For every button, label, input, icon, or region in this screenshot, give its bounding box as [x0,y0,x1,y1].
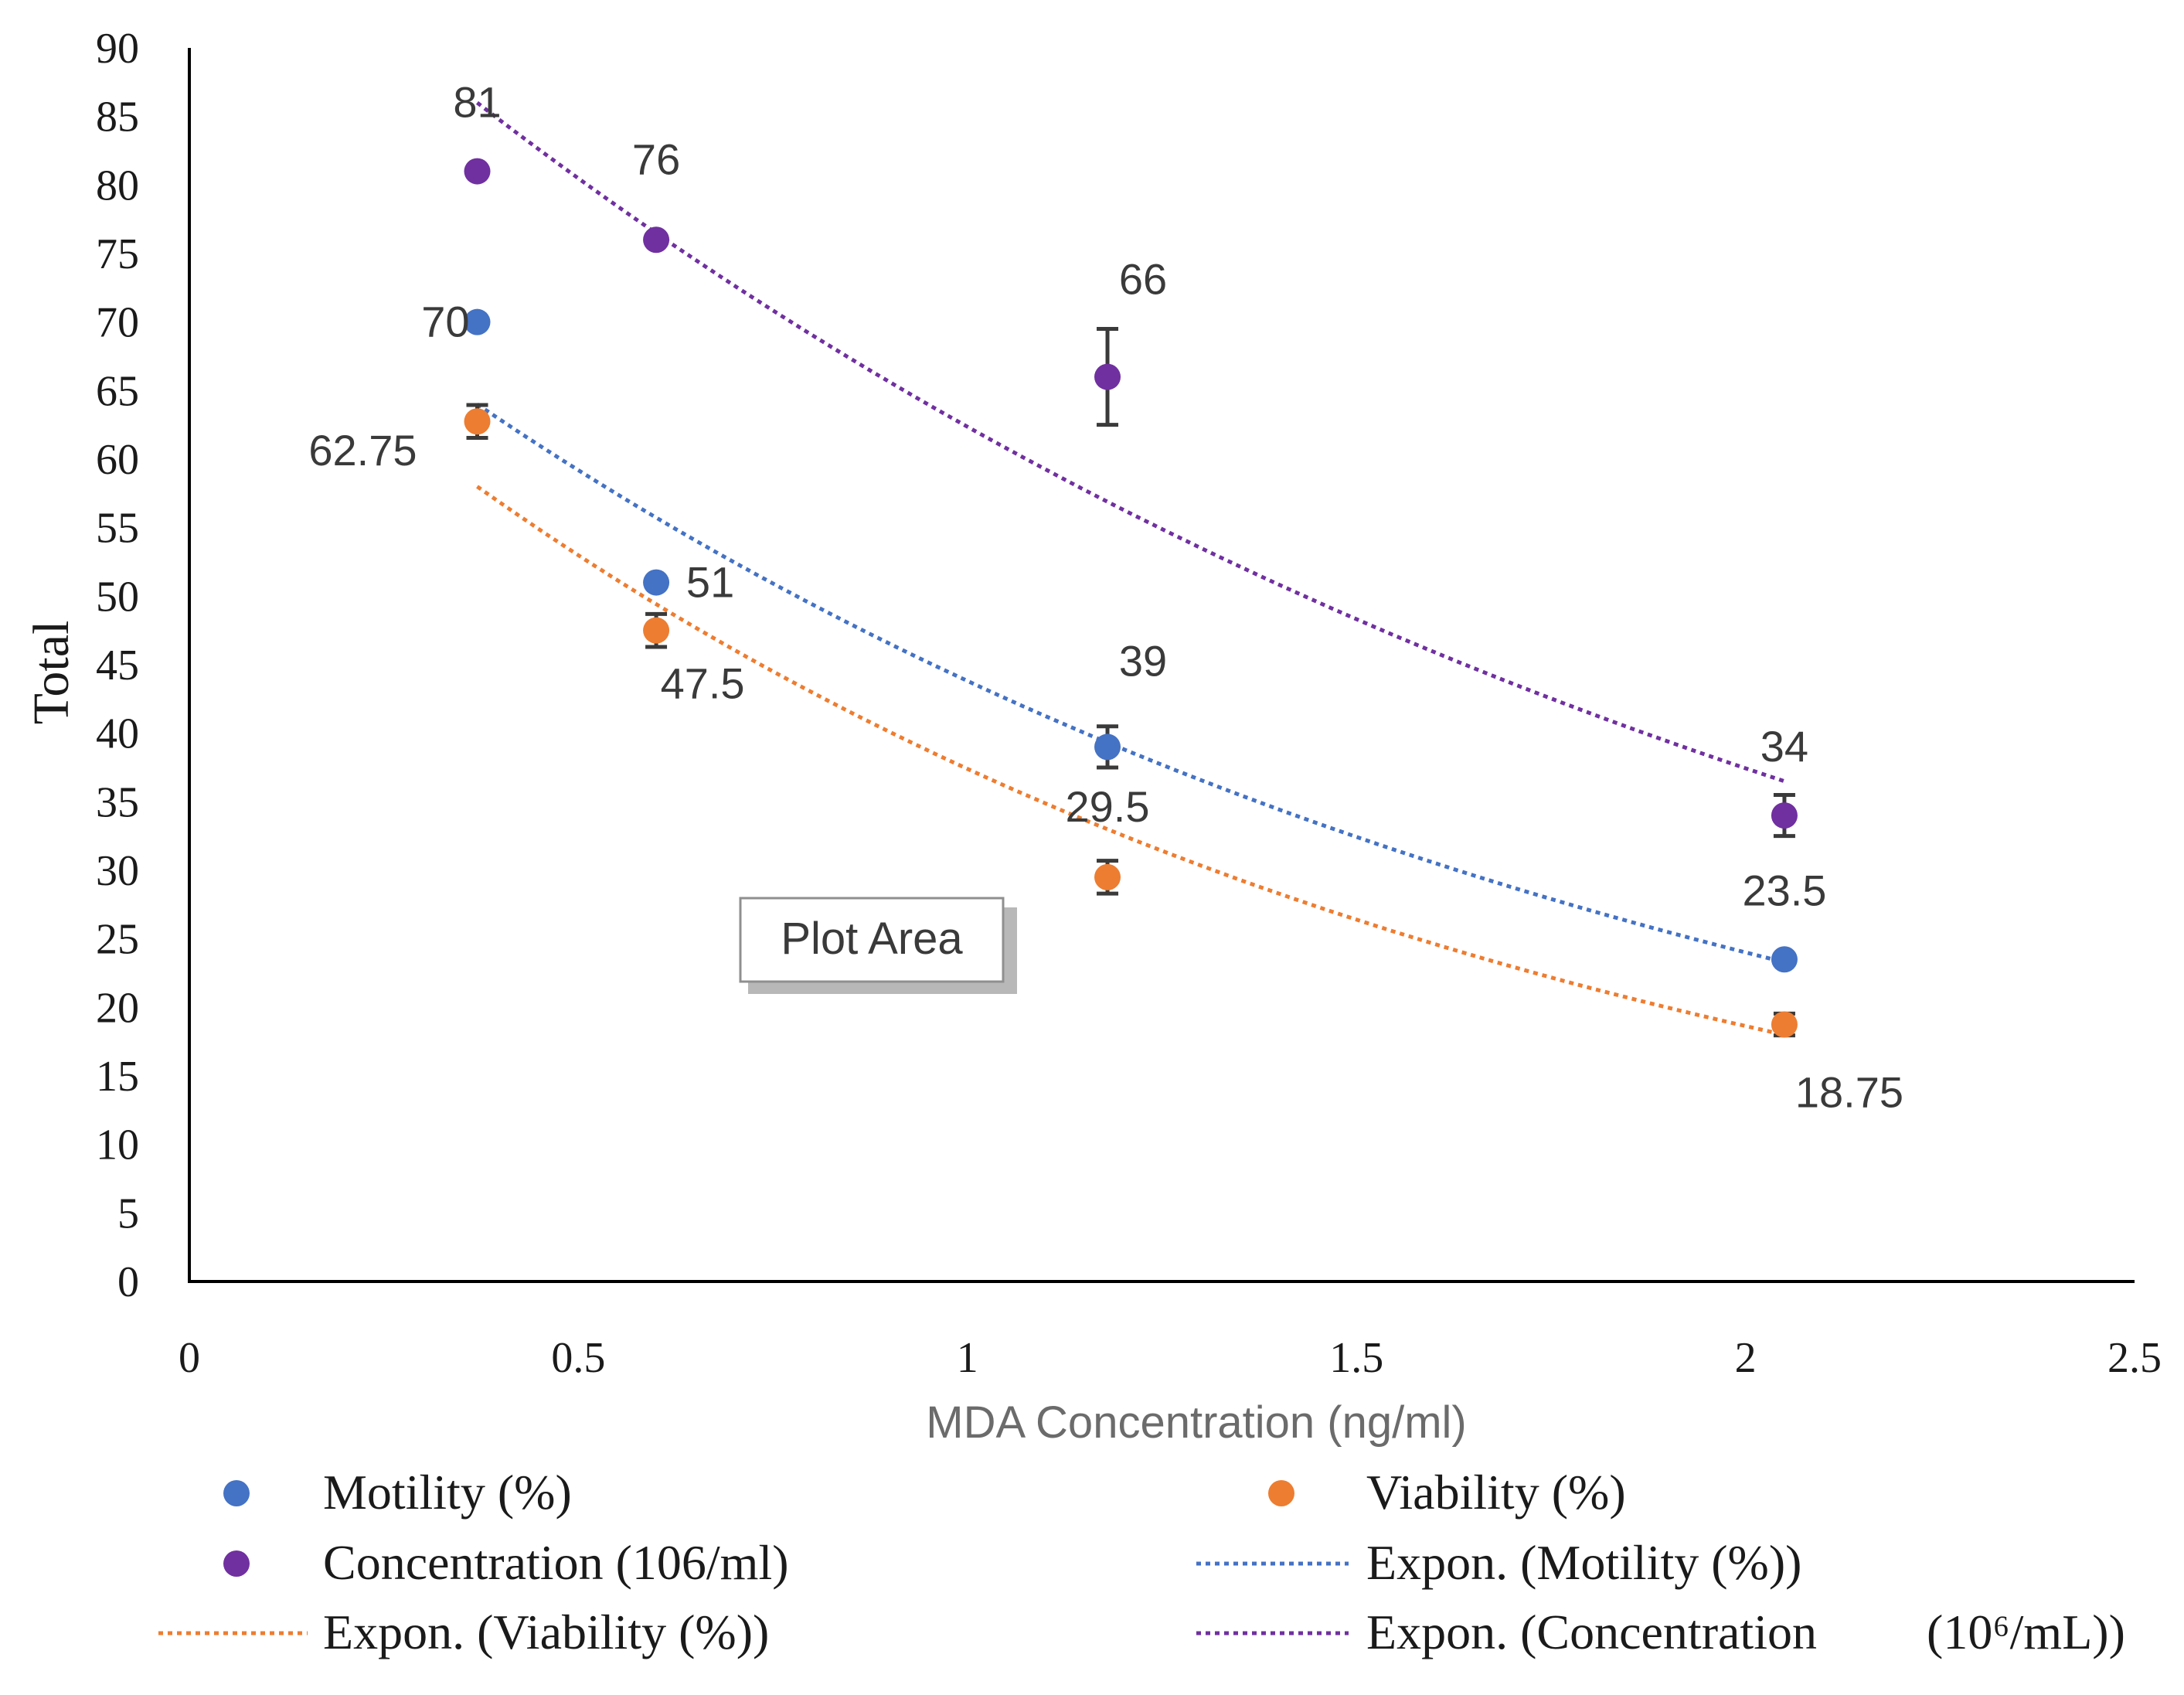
y-tick-label: 15 [96,1053,139,1101]
point-concentration [1094,363,1121,390]
x-axis-title: MDA Concentration (ng/ml) [926,1397,1466,1448]
trendline-concentration [475,100,1785,784]
y-tick-label: 5 [117,1190,139,1237]
y-tick-label: 50 [96,573,139,621]
legend-marker-motility [223,1480,250,1506]
y-tick-label: 45 [96,642,139,689]
data-label-viability: 62.75 [308,426,417,475]
data-label-motility: 70 [421,298,469,346]
data-labels: 70 51 39 23.5 62.75 47.5 29.5 18.75 81 76 66 34 [308,78,1903,1117]
tooltip-box [739,897,1005,983]
point-motility [1094,733,1121,761]
x-tick-labels: 0 0.5 1 1.5 2 2.5 [179,1334,2162,1382]
legend-marker-viability [1268,1480,1294,1506]
tooltip-text: Plot Area [781,914,963,964]
x-tick-label: 0 [179,1334,200,1382]
point-concentration [464,158,491,185]
y-tick-labels: 0 5 10 15 20 25 30 35 40 45 50 55 60 65 70 75 80 85 90 [96,25,139,1306]
data-label-viability: 29.5 [1066,782,1150,831]
legend-label-expon-concentration: Expon. (Concentration [1366,1605,1817,1659]
y-axis-title: Total [23,621,80,725]
y-tick-label: 30 [96,847,139,895]
x-tick-label: 1 [957,1334,978,1382]
data-label-concentration: 34 [1760,722,1808,771]
legend-label-expon-motility: Expon. (Motility (%)) [1366,1535,1801,1590]
legend-marker-concentration [223,1550,250,1577]
y-tick-label: 60 [96,436,139,484]
point-motility [1771,946,1798,973]
point-viability [1094,863,1121,890]
y-tick-label: 25 [96,916,139,964]
data-label-concentration: 81 [453,78,501,127]
data-label-motility: 39 [1119,636,1167,685]
point-motility [464,308,491,335]
point-concentration [643,226,670,254]
data-label-motility: 23.5 [1742,866,1826,914]
data-label-motility: 51 [686,558,734,607]
data-label-concentration: 76 [632,134,680,183]
y-tick-label: 10 [96,1121,139,1169]
x-tick-label: 2 [1735,1334,1757,1382]
legend-label-viability: Viability (%) [1366,1465,1626,1520]
y-tick-label: 75 [96,230,139,278]
x-tick-label: 2.5 [2107,1334,2162,1382]
y-tick-label: 90 [96,25,139,73]
plot-area-tooltip: Plot Area [739,897,1017,994]
point-viability [1771,1011,1798,1038]
point-motility [643,569,670,596]
x-tick-label: 0.5 [551,1334,605,1382]
data-label-concentration: 66 [1119,255,1167,304]
data-label-viability: 47.5 [661,659,745,708]
trendlines [475,100,1785,1037]
legend: Motility (%) Viability (%) Concentration… [158,1465,2125,1659]
legend-label-expon-concentration-unit: (10⁶/mL)) [1927,1605,2125,1659]
y-tick-label: 80 [96,162,139,209]
legend-label-motility: Motility (%) [323,1465,572,1520]
data-label-viability: 18.75 [1795,1068,1903,1117]
y-tick-label: 70 [96,299,139,347]
legend-label-concentration: Concentration (106/ml) [323,1535,789,1590]
y-tick-label: 20 [96,984,139,1032]
y-tick-label: 85 [96,94,139,141]
point-concentration [1771,802,1798,829]
data-points [464,158,1798,1038]
x-tick-label: 1.5 [1329,1334,1383,1382]
point-viability [464,408,491,435]
trendline-viability [476,485,1785,1037]
y-tick-label: 55 [96,505,139,553]
y-tick-label: 65 [96,367,139,415]
legend-label-expon-viability: Expon. (Viability (%)) [323,1605,769,1659]
y-tick-label: 40 [96,710,139,758]
y-tick-label: 35 [96,778,139,826]
y-tick-label: 0 [117,1258,139,1306]
point-viability [643,617,670,644]
